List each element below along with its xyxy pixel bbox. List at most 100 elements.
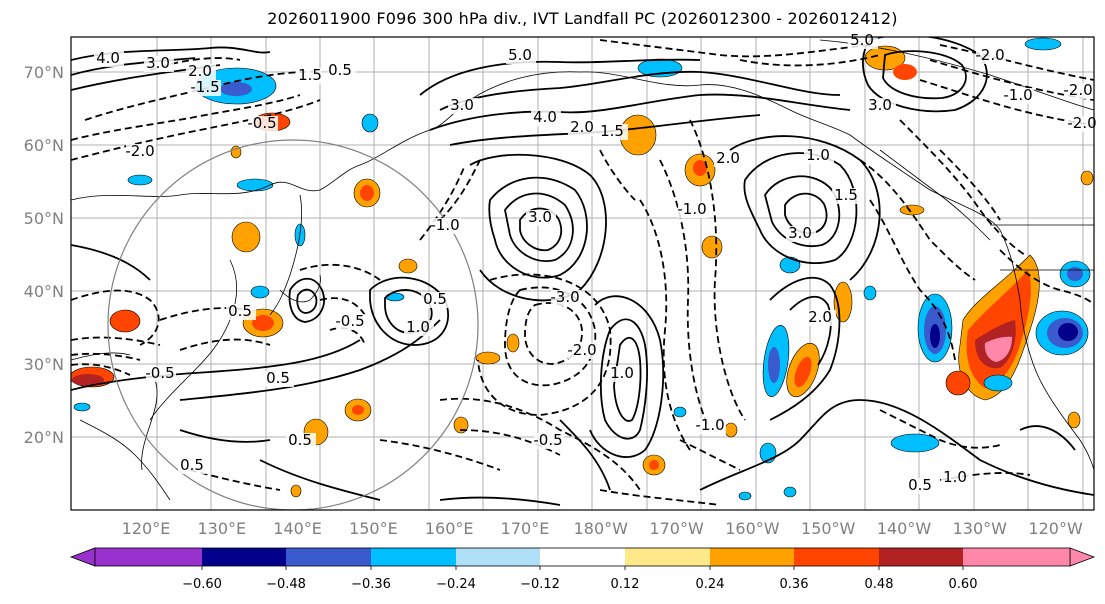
contour-label: -1.0 — [430, 216, 459, 234]
colorbar-segment — [540, 548, 625, 566]
contour-label: 3.0 — [146, 54, 170, 72]
contour-label: -1.0 — [695, 416, 724, 434]
contour-label: -0.5 — [533, 431, 562, 449]
colorbar-tick-label: −0.24 — [436, 577, 476, 592]
contour-label: 2.0 — [716, 149, 740, 167]
shade-west-coast-dipole — [890, 254, 1091, 453]
colorbar-segment — [456, 548, 540, 566]
contour-label: 3.0 — [868, 96, 892, 114]
colorbar — [69, 547, 1096, 567]
contour-label: 0.5 — [266, 369, 290, 387]
longitude-label: 170°W — [649, 519, 704, 538]
latitude-label: 20°N — [24, 428, 64, 447]
shaded-ivt-pc-regions — [71, 37, 1094, 501]
map-border — [70, 36, 1095, 511]
contour-label: 1.0 — [610, 364, 634, 382]
contour-label: 1.5 — [298, 66, 322, 84]
contour-label: -2.0 — [567, 341, 596, 359]
longitude-label: 160°W — [725, 519, 780, 538]
latitude-labels: 70°N 60°N 50°N 40°N 30°N 20°N — [24, 63, 64, 447]
contour-label: -1.0 — [677, 200, 706, 218]
contour-label: -1.0 — [1003, 86, 1032, 104]
colorbar-segment — [286, 548, 371, 566]
contour-label: 0.5 — [288, 431, 312, 449]
contour-label: 3.0 — [528, 208, 552, 226]
colorbar-tick-label: 0.48 — [865, 577, 894, 592]
contour-label: -2.0 — [975, 46, 1004, 64]
longitude-label: 150°E — [349, 519, 398, 538]
contour-label: 1.5 — [834, 186, 858, 204]
colorbar-tick-label: −0.60 — [182, 577, 222, 592]
contour-label: 4.0 — [96, 49, 120, 67]
contour-label: -2.0 — [1067, 114, 1096, 132]
colorbar-tick-label: −0.48 — [266, 577, 306, 592]
contour-label: 0.5 — [228, 302, 252, 320]
map-area — [71, 37, 1094, 510]
shade-orange-spots — [71, 45, 1094, 498]
contour-label: 1.0 — [806, 146, 830, 164]
contour-label: 1.0 — [943, 468, 967, 486]
colorbar-tick-label: −0.12 — [520, 577, 560, 592]
colorbar-tick-label: 0.36 — [780, 577, 809, 592]
longitude-label: 150°W — [801, 519, 856, 538]
colorbar-tick-labels: −0.60 −0.48 −0.36 −0.24 −0.12 0.12 0.24 0.36 0.4… — [182, 566, 977, 592]
contour-label: 0.5 — [328, 61, 352, 79]
colorbar-segment — [625, 548, 710, 566]
latitude-label: 50°N — [24, 209, 64, 228]
colorbar-tick-label: 0.12 — [611, 577, 640, 592]
positive-contours — [71, 37, 1094, 506]
colorbar-segment — [963, 548, 1070, 566]
region-circle — [107, 139, 479, 510]
colorbar-segment — [879, 548, 963, 566]
longitude-label: 170°E — [501, 519, 550, 538]
longitude-label: 140°W — [877, 519, 932, 538]
latitude-label: 30°N — [24, 355, 64, 374]
contour-label: 2.0 — [188, 62, 212, 80]
contour-label: -3.0 — [550, 288, 579, 306]
longitude-label: 140°E — [273, 519, 322, 538]
contour-label: 2.0 — [570, 118, 594, 136]
shade-arctic-blue — [361, 37, 1062, 133]
contour-label: 2.0 — [808, 308, 832, 326]
colorbar-segment — [710, 548, 794, 566]
contour-label: 0.5 — [908, 476, 932, 494]
contour-label: -1.5 — [190, 78, 219, 96]
page-title: 2026011900 F096 300 hPa div., IVT Landfa… — [267, 9, 898, 28]
colorbar-segment — [202, 548, 286, 566]
colorbar-tick-label: 0.24 — [696, 577, 725, 592]
longitude-label: 160°E — [425, 519, 474, 538]
colorbar-extend-max — [1069, 547, 1096, 567]
colorbar-segment — [95, 548, 202, 566]
contour-label: 0.5 — [180, 456, 204, 474]
contour-label: 1.0 — [406, 318, 430, 336]
longitude-label: 120°E — [122, 519, 171, 538]
latitude-label: 40°N — [24, 282, 64, 301]
contour-label: -0.5 — [145, 364, 174, 382]
colorbar-segment — [794, 548, 879, 566]
shade-dateline-pair — [759, 256, 820, 464]
colorbar-extend-min — [69, 547, 96, 567]
contour-label: -0.5 — [247, 114, 276, 132]
contour-label: 4.0 — [533, 108, 557, 126]
contour-label: 0.5 — [423, 290, 447, 308]
contour-label: 5.0 — [508, 46, 532, 64]
colorbar-outline — [94, 547, 1071, 567]
colorbar-tick-label: −0.36 — [351, 577, 391, 592]
contour-label: -2.0 — [125, 142, 154, 160]
contour-label: -0.5 — [335, 312, 364, 330]
shade-small-blue-spots — [73, 174, 877, 501]
contour-label: 3.0 — [788, 224, 812, 242]
contour-label: 1.5 — [600, 122, 624, 140]
latitude-label: 60°N — [24, 136, 64, 155]
contour-label: -2.0 — [1063, 81, 1092, 99]
longitude-labels: 120°E 130°E 140°E 150°E 160°E 170°E 180°W 170°W… — [122, 519, 1083, 538]
colorbar-tick-label: 0.60 — [949, 577, 978, 592]
latitude-label: 70°N — [24, 63, 64, 82]
contour-labels: 4.0 3.0 2.0 1.5 0.5 -2.0 -1.5 -0.5 3.0 4.0 5.0 2.0 1… — [94, 31, 1098, 494]
longitude-label: 130°E — [197, 519, 246, 538]
longitude-label: 130°W — [953, 519, 1008, 538]
colorbar-segment — [371, 548, 456, 566]
contour-label: 5.0 — [850, 31, 874, 49]
longitude-label: 180°W — [574, 519, 629, 538]
